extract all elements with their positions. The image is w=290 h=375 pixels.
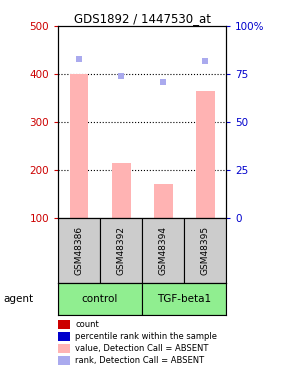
Text: control: control: [82, 294, 118, 304]
Text: GSM48386: GSM48386: [75, 226, 84, 275]
Text: TGF-beta1: TGF-beta1: [157, 294, 211, 304]
Bar: [196, 91, 215, 218]
Text: GSM48395: GSM48395: [201, 226, 210, 275]
Bar: [70, 74, 88, 217]
Bar: [58, 283, 142, 315]
Text: count: count: [75, 320, 99, 329]
Bar: [100, 217, 142, 283]
Text: rank, Detection Call = ABSENT: rank, Detection Call = ABSENT: [75, 356, 204, 365]
Bar: [142, 217, 184, 283]
Bar: [184, 217, 226, 283]
Text: value, Detection Call = ABSENT: value, Detection Call = ABSENT: [75, 344, 209, 353]
Bar: [154, 184, 173, 218]
Bar: [58, 217, 100, 283]
Bar: [112, 162, 130, 218]
Text: GSM48394: GSM48394: [159, 226, 168, 275]
Text: GSM48392: GSM48392: [117, 226, 126, 275]
Text: agent: agent: [3, 294, 33, 304]
Bar: [142, 283, 226, 315]
Text: percentile rank within the sample: percentile rank within the sample: [75, 332, 218, 341]
Title: GDS1892 / 1447530_at: GDS1892 / 1447530_at: [74, 12, 211, 25]
